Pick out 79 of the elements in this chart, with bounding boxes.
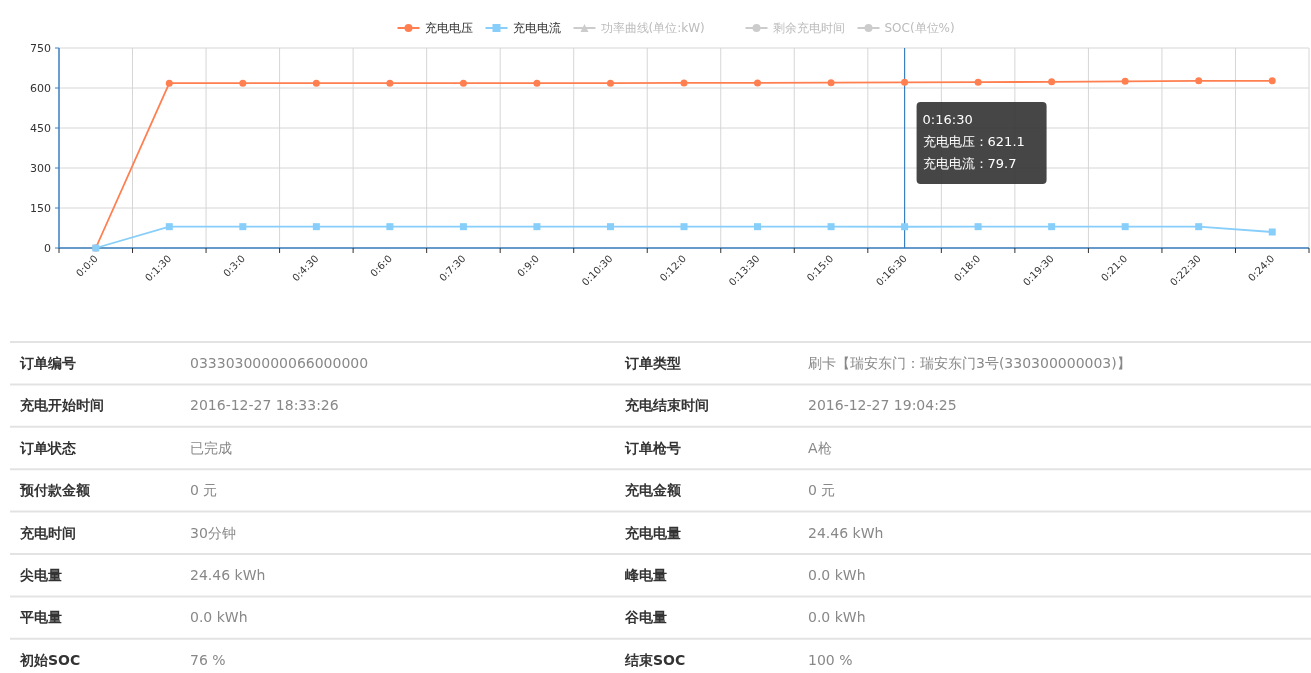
text: 订单枪号 (624, 439, 681, 456)
text: A枪 (808, 439, 832, 456)
point (1048, 223, 1056, 231)
text: 尖电量 (19, 567, 62, 583)
text: 0.0 kWh (190, 609, 248, 626)
text: 平电量 (19, 609, 62, 626)
point (459, 223, 467, 231)
point (606, 79, 614, 87)
y-tick-label: 300 (30, 162, 51, 175)
text: 已完成 (190, 439, 232, 456)
text: 充电金额 (624, 482, 682, 499)
text: 订单类型 (624, 355, 681, 371)
y-tick-label: 0 (44, 242, 51, 255)
point (901, 223, 909, 231)
point (680, 79, 688, 87)
tooltip: 0:16:30 充电电压：621.1 充电电流：79.7 (916, 102, 1047, 184)
point (165, 79, 173, 87)
point (754, 79, 762, 87)
y-tick-label: 150 (30, 202, 51, 215)
text: 2016-12-27 19:04:25 (808, 397, 957, 414)
point (239, 79, 247, 87)
text: 订单编号 (19, 355, 76, 371)
text: 充电电量 (624, 524, 681, 541)
annotation: 0:16:30 (922, 112, 973, 127)
y-tick-label: 600 (30, 82, 51, 95)
point (606, 223, 614, 231)
point (1121, 77, 1129, 85)
y-tick-label: 750 (30, 42, 51, 55)
text: 2016-12-27 18:33:26 (190, 397, 339, 414)
point (386, 79, 394, 87)
text: 0 元 (190, 482, 218, 499)
text: 峰电量 (625, 567, 667, 583)
text: 03330300000066000000 (190, 355, 369, 371)
legend-label: 功率曲线(单位:kW) (600, 21, 705, 35)
text: 0 元 (808, 482, 836, 499)
point (1268, 77, 1276, 85)
point (974, 223, 982, 231)
point (312, 79, 320, 87)
text: 刷卡【瑞安东门：瑞安东门3号(330300000003)】 (808, 355, 1131, 371)
text: 订单状态 (19, 439, 76, 456)
text: 初始SOC (19, 651, 81, 668)
legend-label: SOC(单位%) (884, 21, 955, 35)
text: 76 % (190, 651, 226, 668)
text: 100 % (808, 651, 853, 668)
point (533, 223, 541, 231)
point (386, 223, 394, 231)
point (312, 223, 320, 231)
text: 0.0 kWh (808, 567, 866, 583)
point (1268, 228, 1276, 236)
point (459, 79, 467, 87)
point (680, 223, 688, 231)
point (239, 223, 247, 231)
point (165, 223, 173, 231)
annotation: 充电电流：79.7 (922, 156, 1017, 171)
text: 充电结束时间 (624, 397, 709, 414)
text: 24.46 kWh (808, 524, 884, 541)
annotation: 充电电压：621.1 (922, 134, 1025, 149)
text: 结束SOC (624, 651, 686, 668)
point (1048, 78, 1056, 86)
point (974, 78, 982, 86)
text: 充电开始时间 (19, 397, 104, 414)
text: 24.46 kWh (190, 567, 266, 583)
y-tick-label: 450 (30, 122, 51, 135)
legend-label: 充电电压 (424, 21, 473, 35)
point (754, 223, 762, 231)
legend-label: 剩余充电时间 (772, 21, 845, 35)
text: 30分钟 (190, 524, 236, 541)
point (1121, 223, 1129, 231)
point (533, 79, 541, 87)
text: 0.0 kWh (808, 609, 866, 626)
point (1195, 77, 1203, 85)
point (901, 78, 909, 86)
point (827, 223, 835, 231)
text: 充电时间 (19, 524, 76, 541)
legend-label: 充电电流 (512, 21, 561, 35)
text: 谷电量 (624, 609, 667, 626)
text: 预付款金额 (19, 482, 91, 499)
point (1195, 223, 1203, 231)
point (827, 79, 835, 87)
